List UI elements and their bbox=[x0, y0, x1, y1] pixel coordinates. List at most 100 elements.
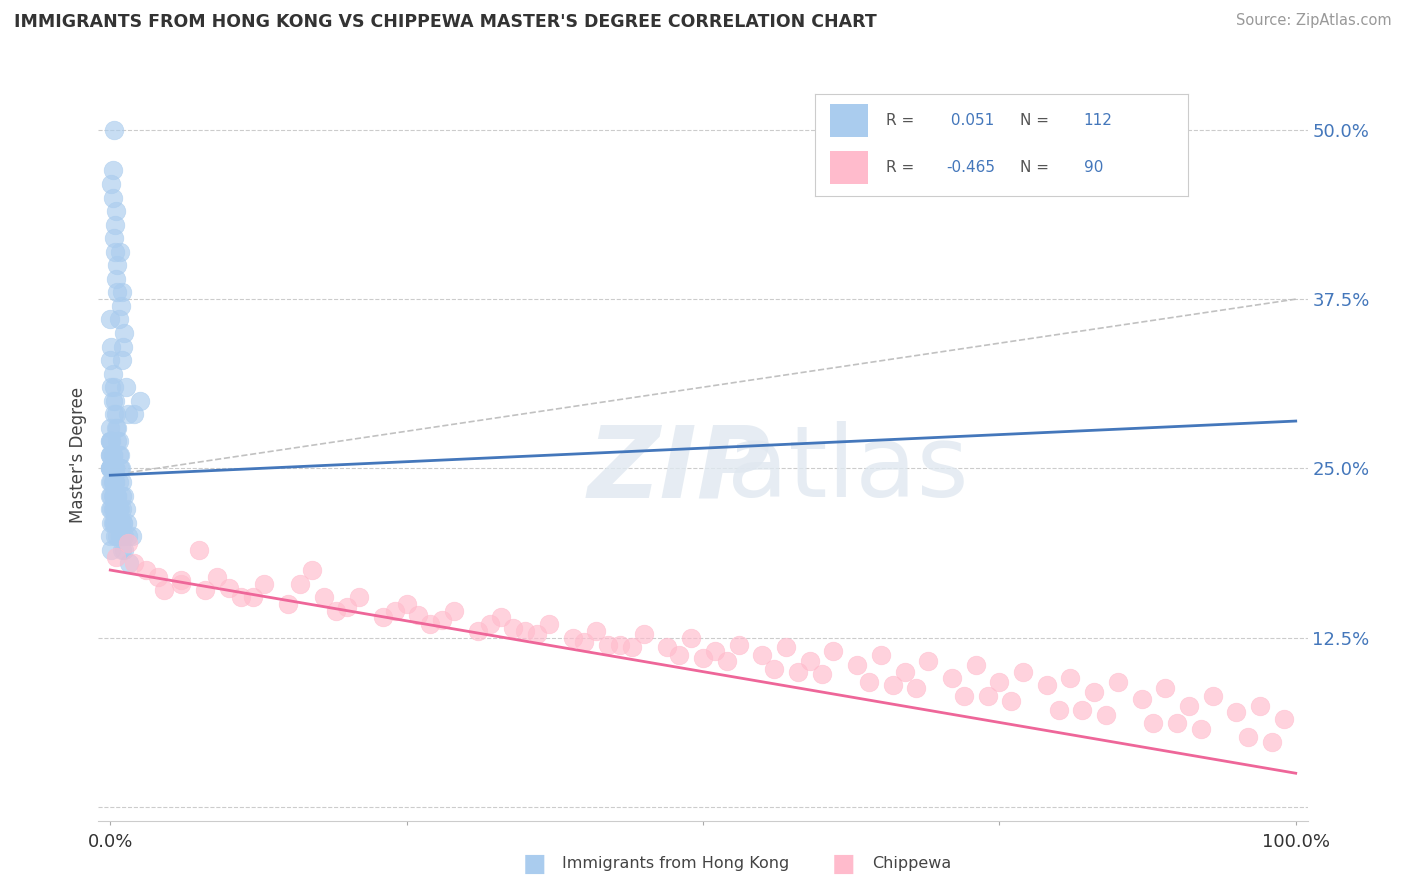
Point bbox=[110, 461, 132, 475]
Point bbox=[194, 583, 217, 598]
Point bbox=[98, 461, 121, 475]
Point bbox=[117, 407, 139, 421]
Point bbox=[103, 407, 125, 421]
Point bbox=[188, 542, 211, 557]
Point bbox=[101, 475, 124, 489]
Point bbox=[1130, 691, 1153, 706]
Point bbox=[152, 583, 174, 598]
Point bbox=[751, 648, 773, 663]
Text: 112: 112 bbox=[1084, 112, 1112, 128]
Point bbox=[1000, 694, 1022, 708]
Point bbox=[205, 570, 228, 584]
Point bbox=[799, 654, 821, 668]
Point bbox=[218, 581, 240, 595]
Point bbox=[823, 644, 845, 658]
Text: Chippewa: Chippewa bbox=[872, 856, 950, 871]
Text: 0.051: 0.051 bbox=[946, 112, 994, 128]
Point bbox=[105, 489, 128, 503]
Text: R =: R = bbox=[886, 160, 920, 175]
Point bbox=[105, 258, 128, 272]
Text: ZIP: ZIP bbox=[588, 421, 770, 518]
Point bbox=[277, 597, 299, 611]
Point bbox=[111, 475, 134, 489]
Point bbox=[1142, 716, 1164, 731]
Point bbox=[976, 689, 998, 703]
Point bbox=[107, 312, 129, 326]
Point bbox=[103, 502, 125, 516]
Point bbox=[104, 244, 127, 259]
Point bbox=[574, 635, 596, 649]
Point bbox=[98, 448, 121, 462]
Text: N =: N = bbox=[1021, 112, 1054, 128]
Point bbox=[101, 461, 124, 475]
Point bbox=[170, 573, 193, 587]
Point bbox=[668, 648, 690, 663]
Point bbox=[810, 667, 832, 681]
Point bbox=[858, 675, 880, 690]
Point bbox=[101, 163, 124, 178]
Point bbox=[1272, 712, 1295, 726]
Point bbox=[869, 648, 891, 663]
Point bbox=[432, 613, 454, 627]
Point bbox=[101, 448, 124, 462]
Text: IMMIGRANTS FROM HONG KONG VS CHIPPEWA MASTER'S DEGREE CORRELATION CHART: IMMIGRANTS FROM HONG KONG VS CHIPPEWA MA… bbox=[14, 13, 877, 31]
Point bbox=[103, 516, 125, 530]
Point bbox=[110, 516, 132, 530]
Point bbox=[101, 393, 124, 408]
Point bbox=[1202, 689, 1225, 703]
Point bbox=[101, 367, 124, 381]
Point bbox=[122, 407, 145, 421]
Point bbox=[301, 563, 323, 577]
Text: -0.465: -0.465 bbox=[946, 160, 995, 175]
Point bbox=[1166, 716, 1188, 731]
Point bbox=[657, 640, 679, 655]
Point bbox=[229, 590, 252, 604]
Point bbox=[408, 607, 430, 622]
Point bbox=[312, 590, 335, 604]
Point bbox=[98, 448, 121, 462]
Point bbox=[443, 604, 465, 618]
Point bbox=[105, 434, 128, 449]
Point bbox=[111, 529, 134, 543]
Point bbox=[110, 516, 132, 530]
Point bbox=[104, 461, 127, 475]
Point bbox=[347, 590, 370, 604]
Point bbox=[104, 393, 127, 408]
Point bbox=[288, 576, 311, 591]
Point bbox=[491, 610, 513, 624]
Point bbox=[1083, 685, 1105, 699]
Point bbox=[103, 231, 125, 245]
Point bbox=[395, 597, 418, 611]
Point bbox=[965, 657, 987, 672]
Point bbox=[111, 502, 134, 516]
Point bbox=[105, 407, 128, 421]
Point bbox=[100, 448, 122, 462]
Text: atlas: atlas bbox=[727, 421, 969, 518]
Point bbox=[846, 657, 869, 672]
Point bbox=[100, 340, 122, 354]
Point bbox=[115, 516, 138, 530]
Text: R =: R = bbox=[886, 112, 920, 128]
Y-axis label: Master's Degree: Master's Degree bbox=[69, 387, 87, 523]
Point bbox=[104, 218, 127, 232]
Point bbox=[129, 393, 152, 408]
Point bbox=[98, 461, 121, 475]
Point bbox=[114, 542, 136, 557]
Point bbox=[114, 489, 136, 503]
Point bbox=[101, 461, 124, 475]
Point bbox=[905, 681, 928, 695]
Point bbox=[104, 489, 127, 503]
Point bbox=[100, 516, 122, 530]
FancyBboxPatch shape bbox=[831, 104, 868, 136]
Point bbox=[1047, 702, 1070, 716]
Point bbox=[325, 604, 347, 618]
Point bbox=[108, 529, 131, 543]
Point bbox=[103, 475, 125, 489]
Point bbox=[98, 475, 121, 489]
Point bbox=[537, 617, 560, 632]
Point bbox=[1071, 702, 1094, 716]
Point bbox=[101, 489, 124, 503]
Point bbox=[98, 529, 121, 543]
Point bbox=[1059, 672, 1081, 686]
Point bbox=[101, 190, 124, 204]
